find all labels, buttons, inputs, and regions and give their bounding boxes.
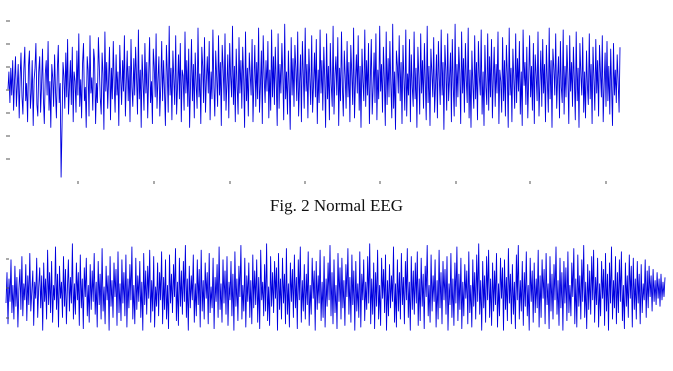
second-eeg-plot	[5, 243, 666, 331]
second-eeg-trace	[5, 243, 666, 331]
normal-eeg-panel	[6, 20, 621, 184]
normal-eeg-plot	[6, 20, 621, 184]
figure-caption: Fig. 2 Normal EEG	[269, 196, 404, 215]
second-eeg-panel	[0, 225, 673, 371]
normal-eeg-trace	[7, 23, 621, 178]
